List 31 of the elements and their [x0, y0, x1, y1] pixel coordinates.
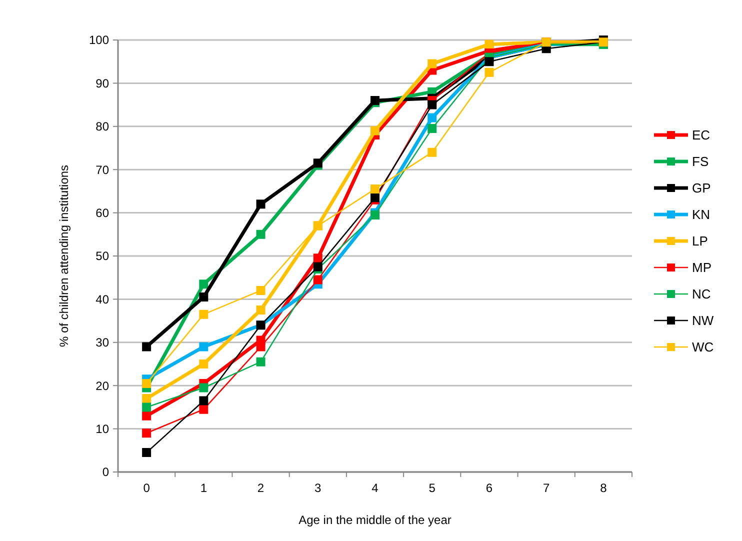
- legend-label: NW: [692, 313, 714, 328]
- x-tick-label: 6: [486, 481, 493, 495]
- legend-label: EC: [692, 128, 710, 143]
- y-tick-label: 70: [96, 162, 110, 177]
- y-tick-label: 20: [96, 378, 110, 393]
- y-axis-title: % of children attending institutions: [57, 164, 71, 348]
- legend-label: LP: [692, 234, 708, 249]
- x-tick-label: 4: [372, 481, 379, 495]
- x-tick-label: 8: [600, 481, 608, 495]
- y-tick-label: 60: [96, 206, 110, 220]
- legend-label: FS: [692, 154, 709, 170]
- legend-label: MP: [692, 260, 712, 276]
- legend-label: KN: [692, 207, 710, 222]
- y-tick-label: 30: [96, 336, 110, 350]
- x-tick-label: 0: [143, 481, 150, 495]
- y-tick-label: 10: [96, 422, 110, 436]
- x-tick-label: 1: [200, 481, 208, 495]
- legend-label: GP: [692, 180, 711, 196]
- y-tick-label: 80: [96, 120, 110, 134]
- y-tick-label: 50: [96, 249, 110, 264]
- y-tick-label: 100: [88, 33, 110, 48]
- legend-label: NC: [692, 286, 711, 302]
- x-tick-label: 5: [428, 481, 436, 495]
- x-axis-title: Age in the middle of the year: [298, 513, 452, 527]
- x-tick-label: 2: [257, 481, 264, 495]
- y-tick-label: 90: [96, 76, 110, 90]
- x-tick-label: 3: [314, 481, 322, 495]
- x-tick-label: 7: [542, 481, 550, 495]
- legend-label: WC: [692, 340, 714, 355]
- y-tick-label: 0: [102, 465, 110, 480]
- y-tick-label: 40: [96, 292, 110, 306]
